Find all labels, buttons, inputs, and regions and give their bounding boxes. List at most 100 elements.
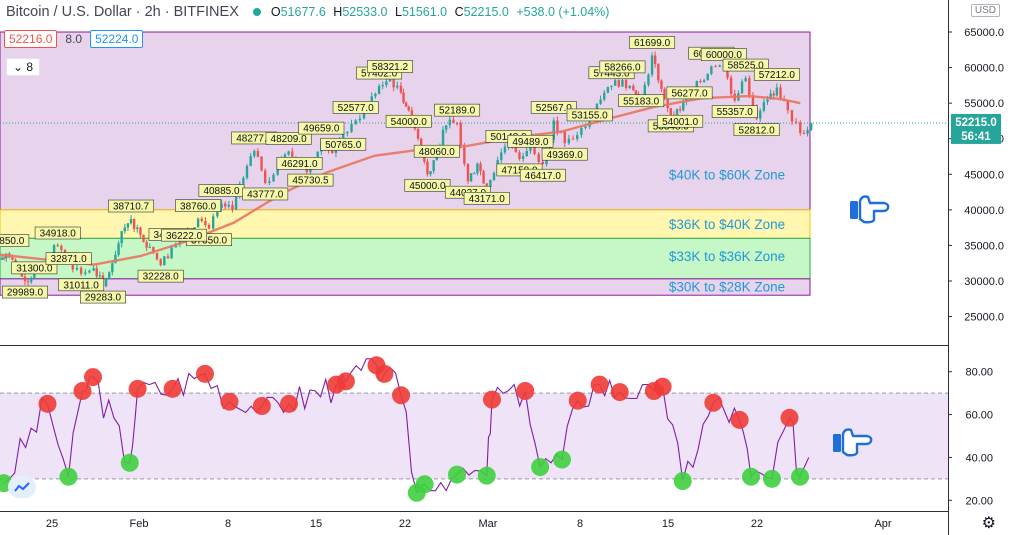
- rsi-trough-marker: [531, 458, 550, 477]
- rsi-trough-marker: [120, 453, 139, 472]
- candle-body: [223, 203, 227, 207]
- pivot-label-box: [413, 144, 460, 158]
- candle-body: [242, 177, 245, 184]
- open-value: 51677.6: [280, 5, 326, 19]
- pivot-low-label-box: [320, 137, 367, 151]
- bar-countdown: 56:41: [961, 131, 991, 143]
- rsi-tick-label: 60.00: [965, 410, 993, 422]
- candle-body: [159, 259, 162, 266]
- candle-body: [485, 183, 488, 188]
- candle-body: [740, 81, 744, 94]
- currency-badge[interactable]: USD: [970, 4, 1000, 17]
- price-tick-label: 60000.0: [964, 63, 1004, 75]
- pivot-high-label: 48277.0: [236, 134, 273, 145]
- candle-body: [26, 281, 30, 283]
- indicators-toggle-button[interactable]: ⌄ 8: [6, 58, 41, 76]
- pivot-label-box: [507, 134, 554, 148]
- price-tick-label: 40000.0: [964, 205, 1004, 217]
- candle-body: [580, 127, 583, 136]
- candle-body: [126, 223, 130, 228]
- candle-body: [444, 125, 448, 130]
- candle-body: [52, 245, 56, 255]
- zone-label-0: $40K to $60K Zone: [669, 167, 785, 182]
- candle-body: [650, 55, 654, 75]
- candle-body: [660, 80, 663, 89]
- candle-body: [346, 131, 349, 134]
- pivot-high-label: 57443.0: [593, 68, 630, 79]
- candle-body: [60, 245, 63, 250]
- candle-body: [695, 80, 698, 90]
- sell-button[interactable]: 52216.0: [4, 30, 58, 48]
- candle-body: [287, 151, 290, 155]
- candle-body: [657, 63, 660, 81]
- candle-body: [718, 65, 721, 67]
- settings-gear-icon[interactable]: ⚙: [981, 515, 996, 532]
- zone-label-2: $33K to $36K Zone: [669, 249, 785, 264]
- rsi-trough-marker: [791, 467, 809, 486]
- pivot-high-label-box: [367, 60, 413, 73]
- candle-body: [759, 110, 762, 119]
- pivot-high-label-box: [298, 121, 345, 135]
- tradingview-cloud-logo-icon[interactable]: [8, 476, 36, 498]
- time-tick-label: Mar: [479, 518, 498, 530]
- pivot-label: 56277.0: [671, 88, 708, 99]
- candle-body: [260, 156, 263, 171]
- candle-body: [117, 243, 120, 255]
- candle-body: [521, 156, 525, 159]
- candle-body: [432, 160, 435, 172]
- pivot-high-label-box: [753, 68, 800, 81]
- pivot-high-label-box: [265, 132, 312, 145]
- pivot-label-box: [666, 86, 713, 100]
- candle-body: [610, 85, 613, 87]
- candle-body: [129, 219, 133, 224]
- pivot-low-label: 37350.0: [191, 235, 228, 246]
- candle-body: [624, 79, 628, 89]
- pivot-high-label-box: [175, 199, 222, 212]
- candle-body: [402, 92, 405, 103]
- buy-button[interactable]: 52224.0: [90, 30, 144, 48]
- candle-body: [525, 150, 528, 157]
- candle-body: [220, 203, 223, 208]
- candle-body: [654, 55, 657, 64]
- rsi-peak-marker: [84, 368, 102, 387]
- rsi-peak-marker: [704, 393, 723, 412]
- candle-body: [249, 156, 252, 167]
- pivot-high-label-box: [599, 60, 646, 74]
- candle-body: [571, 138, 575, 140]
- pivot-high-label: 57402.0: [361, 69, 398, 80]
- pivot-low-label-box: [137, 269, 184, 283]
- candle-body: [283, 154, 287, 158]
- candle-body: [170, 247, 173, 259]
- pointing-hand-icon: [833, 428, 873, 457]
- open-label: O: [270, 5, 281, 19]
- ohlc-readout: O51677.6 H52533.0 L51561.0 C52215.0 +538…: [271, 5, 614, 19]
- candle-body: [790, 110, 794, 122]
- candle-body: [455, 123, 459, 125]
- candle-body: [268, 181, 271, 183]
- candle-body: [98, 275, 102, 277]
- candle-body: [342, 133, 345, 141]
- candle-body: [794, 121, 798, 123]
- candle-body: [381, 84, 384, 87]
- pivot-high-label: 58321.2: [372, 62, 409, 73]
- candle-body: [142, 234, 145, 243]
- candle-body: [489, 179, 492, 188]
- symbol-title[interactable]: Bitcoin / U.S. Dollar · 2h · BITFINEX: [6, 4, 239, 20]
- candle-body: [204, 221, 207, 225]
- candle-body: [399, 85, 403, 93]
- pivot-low-label-box: [541, 147, 588, 161]
- pivot-low-label-box: [287, 173, 334, 187]
- pivot-high-label: 48209.0: [271, 134, 308, 145]
- pivot-low-label: 55357.0: [717, 107, 754, 118]
- candle-body: [514, 147, 518, 153]
- rsi-trough-marker: [59, 467, 78, 486]
- candle-body: [541, 161, 545, 165]
- time-tick-label: 8: [577, 518, 583, 530]
- candle-body: [231, 204, 234, 210]
- candle-body: [748, 78, 751, 96]
- low-label: L: [394, 5, 402, 19]
- rsi-trough-marker: [742, 467, 760, 486]
- pivot-high-label-box: [34, 226, 81, 240]
- candle-body: [354, 120, 357, 124]
